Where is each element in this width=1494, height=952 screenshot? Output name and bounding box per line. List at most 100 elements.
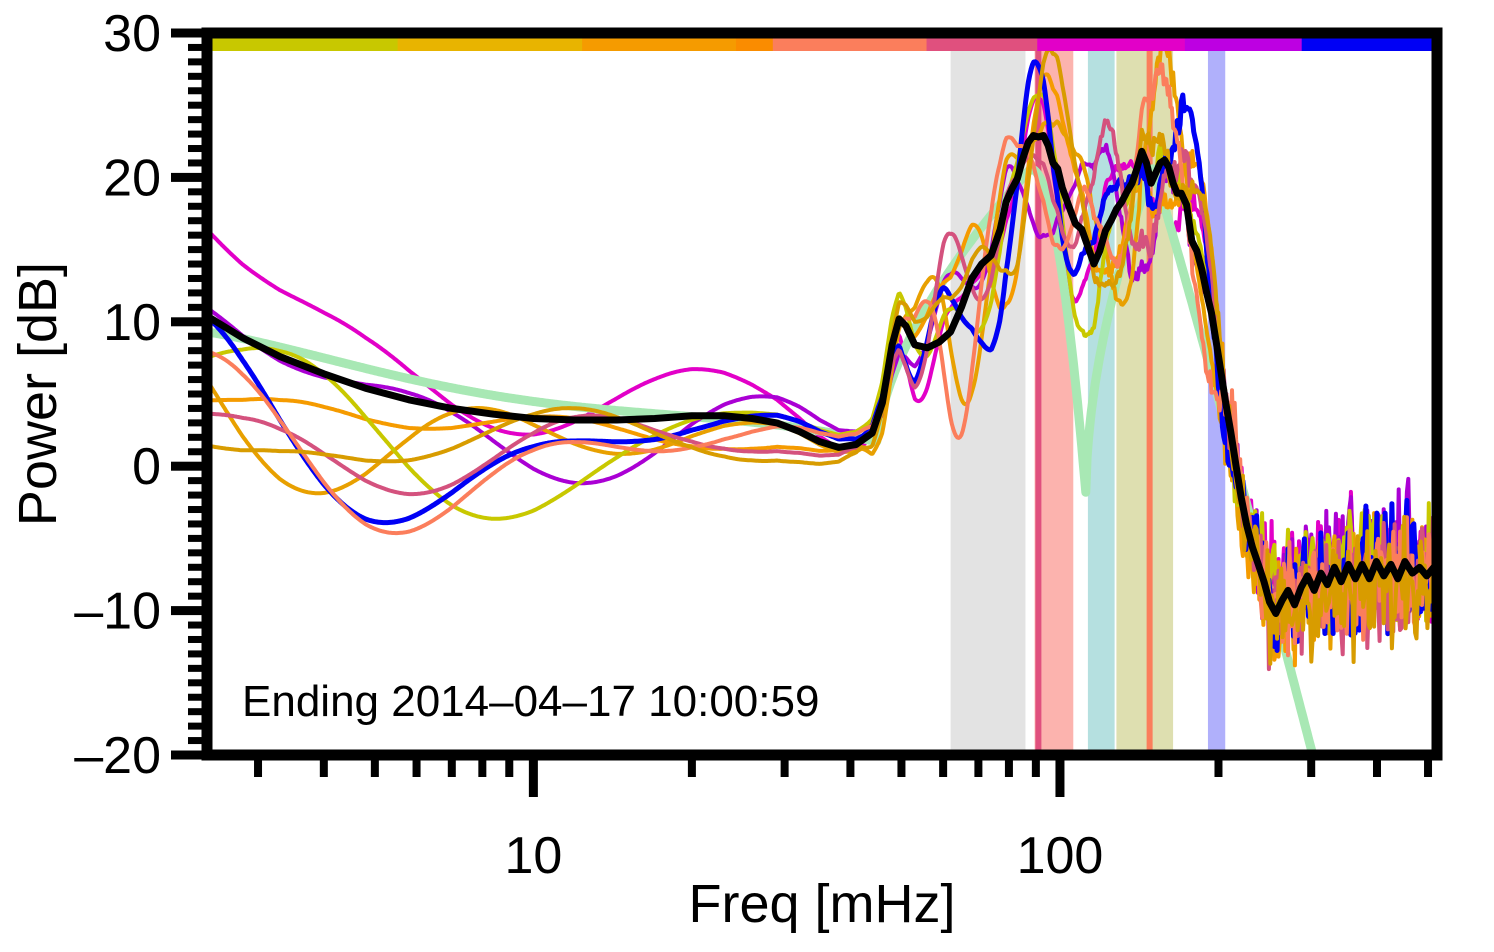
spectrum-line-spectrum-09 [207, 62, 1437, 658]
y-minor-tick [188, 650, 207, 658]
y-minor-tick [188, 116, 207, 124]
ending-timestamp-annotation: Ending 2014–04–17 10:00:59 [242, 677, 819, 726]
x-minor-tick [780, 755, 789, 777]
y-minor-tick [188, 332, 207, 340]
y-tick-labels: 30 20 10 0 –10 –20 [74, 5, 161, 785]
y-minor-tick [188, 101, 207, 109]
x-minor-tick [687, 755, 696, 777]
colorbar-segment-11 [1031, 38, 1039, 51]
y-minor-tick [188, 693, 207, 701]
x-minor-tick [1031, 755, 1040, 777]
y-minor-tick [188, 347, 207, 355]
colorbar-segment-2 [397, 38, 577, 51]
x-minor-tick [1307, 755, 1316, 777]
y-minor-tick [188, 433, 207, 441]
y-minor-tick [188, 87, 207, 95]
y-minor-tick [188, 289, 207, 297]
colorbar-segment-8 [772, 38, 922, 51]
y-minor-tick [188, 664, 207, 672]
band-thin-mark-1 [1146, 33, 1153, 755]
colorbar-segment-10 [926, 38, 1032, 51]
x-minor-tick [370, 755, 379, 777]
y-major-tick [171, 750, 207, 760]
x-minor-tick [505, 755, 514, 777]
x-tick-label: 100 [1017, 827, 1104, 885]
x-minor-tick [939, 755, 948, 777]
spectra-curves-group [207, 35, 1437, 755]
x-minor-tick [1372, 755, 1381, 777]
spectrum-line-spectrum-04 [207, 72, 1437, 668]
x-minor-tick [1004, 755, 1013, 777]
x-minor-tick [478, 755, 487, 777]
y-axis-title: Power [dB] [8, 262, 68, 526]
y-minor-tick [188, 58, 207, 66]
y-minor-tick [188, 145, 207, 153]
y-minor-tick [188, 737, 207, 745]
x-axis-ticks [254, 755, 1433, 797]
colorbar-segment-3 [576, 38, 583, 51]
y-minor-tick [188, 708, 207, 716]
colorbar-segment-7 [766, 38, 774, 51]
colorbar-segment-9 [920, 38, 928, 51]
y-major-tick [171, 606, 207, 616]
y-minor-tick [188, 722, 207, 730]
y-minor-tick [188, 130, 207, 138]
y-major-tick [171, 461, 207, 471]
axis-frame-top [201, 27, 1443, 39]
y-tick-label: 30 [103, 5, 161, 63]
y-minor-tick [188, 260, 207, 268]
y-minor-tick [188, 520, 207, 528]
x-major-tick [1055, 755, 1065, 797]
x-minor-tick [974, 755, 983, 777]
x-tick-labels: 10 100 [504, 827, 1103, 885]
time-colorbar [207, 38, 1438, 51]
y-minor-tick [188, 621, 207, 629]
y-minor-tick [188, 202, 207, 210]
y-minor-tick [188, 231, 207, 239]
y-minor-tick [188, 188, 207, 196]
x-minor-tick [1214, 755, 1223, 777]
y-axis-ticks [171, 28, 207, 760]
y-minor-tick [188, 376, 207, 384]
x-minor-tick [897, 755, 906, 777]
x-major-tick [528, 755, 538, 797]
y-tick-label: –20 [74, 727, 161, 785]
y-minor-tick [188, 679, 207, 687]
y-minor-tick [188, 448, 207, 456]
y-minor-tick [188, 635, 207, 643]
colorbar-segment-0 [207, 38, 393, 51]
y-minor-tick [188, 534, 207, 542]
y-minor-tick [188, 159, 207, 167]
x-minor-tick [447, 755, 456, 777]
x-minor-tick [846, 755, 855, 777]
y-minor-tick [188, 361, 207, 369]
y-minor-tick [188, 549, 207, 557]
colorbar-segment-12 [1037, 38, 1180, 51]
colorbar-segment-4 [582, 38, 731, 51]
x-tick-label: 10 [504, 827, 562, 885]
y-minor-tick [188, 491, 207, 499]
y-minor-tick [188, 274, 207, 282]
y-minor-tick [188, 217, 207, 225]
x-minor-tick [1424, 755, 1433, 777]
colorbar-segment-13 [1178, 38, 1186, 51]
y-major-tick [171, 28, 207, 38]
colorbar-segment-15 [1295, 38, 1303, 51]
y-tick-label: –10 [74, 583, 161, 641]
colorbar-segment-6 [735, 38, 768, 51]
y-major-tick [171, 317, 207, 327]
y-minor-tick [188, 43, 207, 51]
x-minor-tick [412, 755, 421, 777]
y-minor-tick [188, 390, 207, 398]
y-tick-label: 0 [132, 438, 161, 496]
x-axis-title: Freq [mHz] [688, 874, 955, 934]
y-minor-tick [188, 246, 207, 254]
colorbar-segment-5 [729, 38, 737, 51]
y-minor-tick [188, 563, 207, 571]
y-tick-label: 20 [103, 149, 161, 207]
y-minor-tick [188, 578, 207, 586]
y-minor-tick [188, 506, 207, 514]
